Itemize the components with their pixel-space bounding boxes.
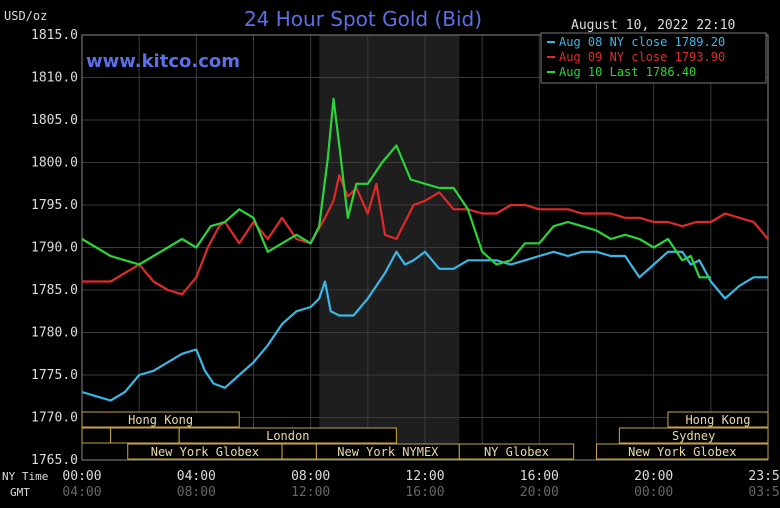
session-label: NY Globex: [484, 445, 549, 459]
y-tick-label: 1795.0: [31, 198, 78, 213]
x-tick-label-gmt: 03:59: [748, 485, 780, 500]
y-tick-label: 1765.0: [31, 453, 78, 468]
x-tick-label-gmt: 08:00: [177, 485, 216, 500]
y-tick-label: 1810.0: [31, 71, 78, 86]
legend-entry: Aug 09 NY close 1793.90: [559, 50, 725, 64]
x-tick-label-gmt: 04:00: [62, 485, 101, 500]
session-label: Hong Kong: [685, 413, 750, 427]
session-label: New York Globex: [151, 445, 259, 459]
series-line: [81, 97, 711, 279]
x-tick-label-ny: 16:00: [520, 469, 559, 484]
series-line: [81, 250, 768, 402]
y-tick-label: 1780.0: [31, 326, 78, 341]
legend-entry: Aug 10 Last 1786.40: [559, 65, 696, 79]
session-box: [81, 411, 240, 428]
legend-entry: Aug 08 NY close 1789.20: [559, 35, 725, 49]
x-tick-label-ny: 23:59: [748, 469, 780, 484]
y-tick-label: 1805.0: [31, 113, 78, 128]
x-tick-label-ny: 00:00: [62, 469, 101, 484]
session-box: [596, 443, 769, 460]
session-label: New York NYMEX: [337, 445, 439, 459]
x-tick-label-ny: 12:00: [405, 469, 444, 484]
x-tick-label-gmt: 20:00: [520, 485, 559, 500]
chart-timestamp: August 10, 2022 22:10: [571, 18, 735, 33]
x-tick-label-ny: 04:00: [177, 469, 216, 484]
x-tick-label-ny: 08:00: [291, 469, 330, 484]
y-tick-label: 1790.0: [31, 241, 78, 256]
session-box: [178, 427, 397, 444]
x-row-label-gmt: GMT: [10, 486, 30, 499]
x-tick-label-gmt: 16:00: [405, 485, 444, 500]
session-box: [81, 427, 112, 444]
session-box: [458, 443, 575, 460]
y-tick-label: 1770.0: [31, 411, 78, 426]
session-bars: Hong Kong Hong Kong London Sydney New York G…: [81, 411, 769, 460]
series-lines: [81, 97, 769, 402]
session-box: [667, 411, 769, 428]
x-tick-label-ny: 20:00: [634, 469, 673, 484]
y-unit-label: USD/oz: [4, 9, 47, 23]
y-tick-label: 1800.0: [31, 156, 78, 171]
plot-frame: [81, 34, 769, 461]
session-box: [281, 443, 317, 460]
x-axis-ticks: 00:0004:0004:0008:0008:0012:0012:0016:00…: [62, 469, 780, 500]
x-row-label-ny: NY Time: [2, 470, 48, 483]
x-tick-label-gmt: 00:00: [634, 485, 673, 500]
chart-title: 24 Hour Spot Gold (Bid): [244, 7, 482, 31]
session-label: Sydney: [672, 429, 715, 443]
chart-subtitle: www.kitco.com: [86, 51, 240, 72]
session-label: Hong Kong: [128, 413, 193, 427]
series-line: [82, 174, 769, 296]
legend-box: [540, 32, 767, 84]
y-tick-label: 1775.0: [31, 368, 78, 383]
y-tick-label: 1785.0: [31, 283, 78, 298]
session-label: London: [266, 429, 309, 443]
session-box: [110, 427, 180, 444]
y-axis-ticks: 1765.0 1770.0 1775.0 1780.0 1785.0 1790.0 1795…: [31, 28, 78, 468]
x-tick-label-gmt: 12:00: [291, 485, 330, 500]
y-tick-label: 1815.0: [31, 28, 78, 43]
session-box: [618, 427, 769, 444]
session-label: New York Globex: [628, 445, 736, 459]
